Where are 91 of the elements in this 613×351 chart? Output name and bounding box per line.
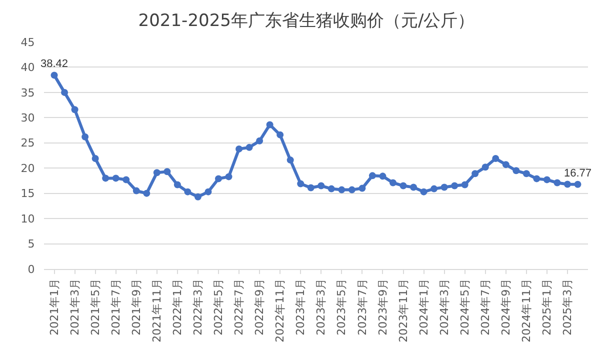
y-tick-label: 25 xyxy=(20,136,35,150)
y-tick-label: 30 xyxy=(20,112,35,125)
point xyxy=(246,144,253,151)
point xyxy=(225,173,232,180)
x-tick-label: 2025年3月 xyxy=(561,278,574,336)
point xyxy=(132,187,140,194)
point xyxy=(461,181,468,188)
x-tick-label: 2022年7月 xyxy=(232,278,246,336)
point xyxy=(50,72,58,79)
x-tick-label: 2022年5月 xyxy=(212,278,226,336)
point xyxy=(318,182,325,190)
x-tick-label: 2023年3月 xyxy=(314,278,328,336)
point xyxy=(358,184,366,192)
x-tick-label: 2023年1月 xyxy=(294,278,308,336)
point xyxy=(214,175,222,182)
point xyxy=(389,179,396,186)
x-tick-label: 2021年5月 xyxy=(88,278,102,336)
y-tick-label: 20 xyxy=(20,162,35,175)
point xyxy=(533,175,540,182)
point xyxy=(338,186,346,194)
point xyxy=(400,182,407,190)
y-tick-label: 0 xyxy=(28,262,35,276)
x-tick-label: 2024年3月 xyxy=(438,278,451,336)
x-tick-label: 2022年1月 xyxy=(171,278,184,336)
x-tick-label: 2024年7月 xyxy=(478,278,492,336)
x-tick-label: 2021年9月 xyxy=(130,278,143,336)
point xyxy=(236,145,243,152)
point xyxy=(410,184,418,191)
x-tick-label: 2023年11月 xyxy=(396,278,410,342)
point xyxy=(512,167,520,174)
point xyxy=(472,170,479,178)
point xyxy=(143,190,150,197)
point xyxy=(348,186,356,194)
y-tick-label: 45 xyxy=(20,36,35,49)
point xyxy=(266,121,274,128)
point xyxy=(502,161,510,168)
point xyxy=(164,168,171,176)
point xyxy=(574,180,582,188)
point xyxy=(482,164,489,171)
point xyxy=(71,106,78,114)
x-tick-label: 2023年9月 xyxy=(376,278,390,336)
point xyxy=(368,172,376,180)
x-tick-label: 2025年1月 xyxy=(540,278,554,336)
point xyxy=(184,188,192,196)
y-tick-label: 35 xyxy=(20,86,35,100)
point xyxy=(307,184,314,192)
point xyxy=(492,155,500,162)
point xyxy=(61,88,68,96)
x-tick-label: 2021年1月 xyxy=(48,278,61,336)
point xyxy=(174,181,181,188)
point xyxy=(92,155,99,162)
y-tick-label: 15 xyxy=(20,187,35,200)
point xyxy=(554,179,561,186)
point xyxy=(286,156,294,164)
point xyxy=(430,185,438,192)
point xyxy=(522,170,530,178)
x-tick-label: 2024年11月 xyxy=(520,278,533,342)
x-tick-label: 2021年7月 xyxy=(109,278,122,336)
x-tick-label: 2024年5月 xyxy=(458,278,472,336)
point xyxy=(297,180,304,188)
point xyxy=(543,176,550,184)
x-tick-label: 2022年9月 xyxy=(253,278,266,336)
point xyxy=(102,174,110,182)
x-tick-label: 2021年3月 xyxy=(68,278,82,336)
point xyxy=(451,182,458,190)
y-tick-label: 10 xyxy=(20,212,35,226)
point xyxy=(204,188,212,196)
point xyxy=(153,169,160,176)
x-tick-label: 2024年1月 xyxy=(417,278,430,336)
x-tick-label: 2021年11月 xyxy=(150,278,164,342)
x-tick-label: 2023年7月 xyxy=(356,278,369,336)
point xyxy=(564,180,571,188)
data-label: 38.42 xyxy=(40,58,68,70)
point xyxy=(122,176,130,184)
data-label: 16.77 xyxy=(564,167,592,180)
point xyxy=(420,188,428,196)
y-tick-label: 40 xyxy=(20,61,35,74)
x-tick-label: 2023年5月 xyxy=(335,278,348,336)
chart-title: 2021-2025年广东省生猪收购价（元/公斤） xyxy=(138,10,475,31)
point xyxy=(194,193,202,200)
point xyxy=(379,172,386,180)
point xyxy=(440,184,448,191)
y-tick-label: 5 xyxy=(28,238,35,251)
point xyxy=(82,133,89,140)
point xyxy=(112,174,120,182)
x-tick-label: 2022年3月 xyxy=(192,278,205,336)
point xyxy=(256,137,264,144)
point xyxy=(276,131,284,138)
x-tick-label: 2024年9月 xyxy=(499,278,512,336)
x-tick-label: 2022年11月 xyxy=(274,278,287,342)
point xyxy=(328,185,335,192)
